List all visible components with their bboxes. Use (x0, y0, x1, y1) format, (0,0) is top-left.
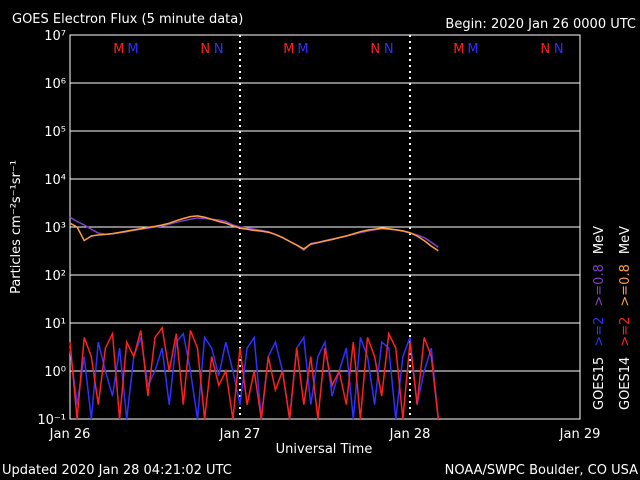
annotation: M (467, 42, 478, 57)
annotation: N (554, 42, 564, 57)
footer-left: Updated 2020 Jan 28 04:21:02 UTC (2, 463, 232, 478)
x-axis-label: Universal Time (276, 442, 373, 457)
legend-entry: >=2 (592, 317, 607, 347)
legend-unit: MeV (618, 226, 633, 254)
annotation: M (127, 42, 138, 57)
y-tick-label: 10⁷ (44, 29, 66, 44)
y-tick-label: 10⁴ (44, 173, 66, 188)
annotation: N (214, 42, 224, 57)
series-line (69, 215, 439, 252)
y-tick-label: 10⁶ (44, 77, 66, 92)
legend-entry: >=0.8 (592, 264, 607, 306)
annotation: N (370, 42, 380, 57)
annotation: M (113, 42, 124, 57)
legend-entry: >=2 (618, 317, 633, 347)
footer-right: NOAA/SWPC Boulder, CO USA (445, 463, 638, 478)
x-tick-label: Jan 29 (559, 427, 601, 442)
legend-entry: >=0.8 (618, 264, 633, 306)
annotation: M (297, 42, 308, 57)
x-tick-label: Jan 28 (389, 427, 431, 442)
annotation: M (453, 42, 464, 57)
annotation: N (200, 42, 210, 57)
y-tick-label: 10⁰ (44, 365, 66, 380)
series-line (69, 331, 440, 420)
legend: GOES15 >=2 >=0.8 MeV (592, 226, 607, 410)
series-line (69, 216, 439, 252)
y-tick-label: 10³ (44, 221, 66, 236)
y-axis-label: Particles cm⁻²s⁻¹sr⁻¹ (9, 160, 24, 294)
x-tick-label: Jan 27 (219, 427, 261, 442)
y-tick-label: 10⁻¹ (37, 413, 66, 428)
annotation: N (540, 42, 550, 57)
legend: GOES14 >=2 >=0.8 MeV (618, 226, 633, 410)
y-tick-label: 10² (44, 269, 66, 284)
chart-subtitle: Begin: 2020 Jan 26 0000 UTC (445, 17, 636, 32)
annotation: M (283, 42, 294, 57)
y-tick-label: 10⁵ (44, 125, 66, 140)
series-line (69, 325, 440, 420)
chart-title: GOES Electron Flux (5 minute data) (12, 12, 243, 27)
legend-unit: MeV (592, 226, 607, 254)
y-tick-label: 10¹ (44, 317, 66, 332)
legend-satellite: GOES15 (592, 357, 607, 410)
legend-satellite: GOES14 (618, 357, 633, 410)
x-tick-label: Jan 26 (49, 427, 91, 442)
annotation: N (384, 42, 394, 57)
